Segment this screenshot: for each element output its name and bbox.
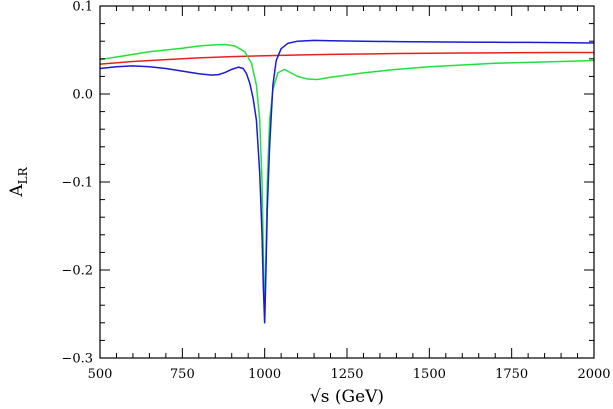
- y-tick-labels: −0.3 −0.2 −0.1 0.0 0.1: [61, 0, 93, 367]
- y-tick-label: −0.1: [61, 176, 93, 191]
- series-line-1: [99, 51, 595, 65]
- series-line-2: [99, 43, 595, 324]
- y-tick-label: 0.0: [72, 88, 93, 103]
- y-axis-title-main: A: [7, 184, 27, 198]
- x-tick-label: 1750: [495, 367, 528, 382]
- series-line-3: [99, 39, 595, 324]
- x-tick-label: 750: [170, 367, 195, 382]
- axis-ticks: [99, 5, 595, 359]
- y-axis-title: ALR: [7, 166, 30, 197]
- y-tick-label: 0.1: [72, 0, 93, 15]
- x-tick-label: 1500: [413, 367, 446, 382]
- x-tick-label: 2000: [577, 367, 610, 382]
- x-tick-labels: 500 750 1000 1250 1500 1750 2000: [88, 367, 611, 382]
- y-tick-label: −0.2: [61, 264, 93, 279]
- x-tick-label: 500: [88, 367, 113, 382]
- plot-area: [99, 39, 595, 324]
- y-axis-title-subscript: LR: [16, 166, 30, 184]
- y-tick-label: −0.3: [61, 352, 93, 367]
- x-axis-title: √s (GeV): [310, 387, 384, 407]
- x-tick-label: 1000: [248, 367, 281, 382]
- x-tick-label: 1250: [330, 367, 363, 382]
